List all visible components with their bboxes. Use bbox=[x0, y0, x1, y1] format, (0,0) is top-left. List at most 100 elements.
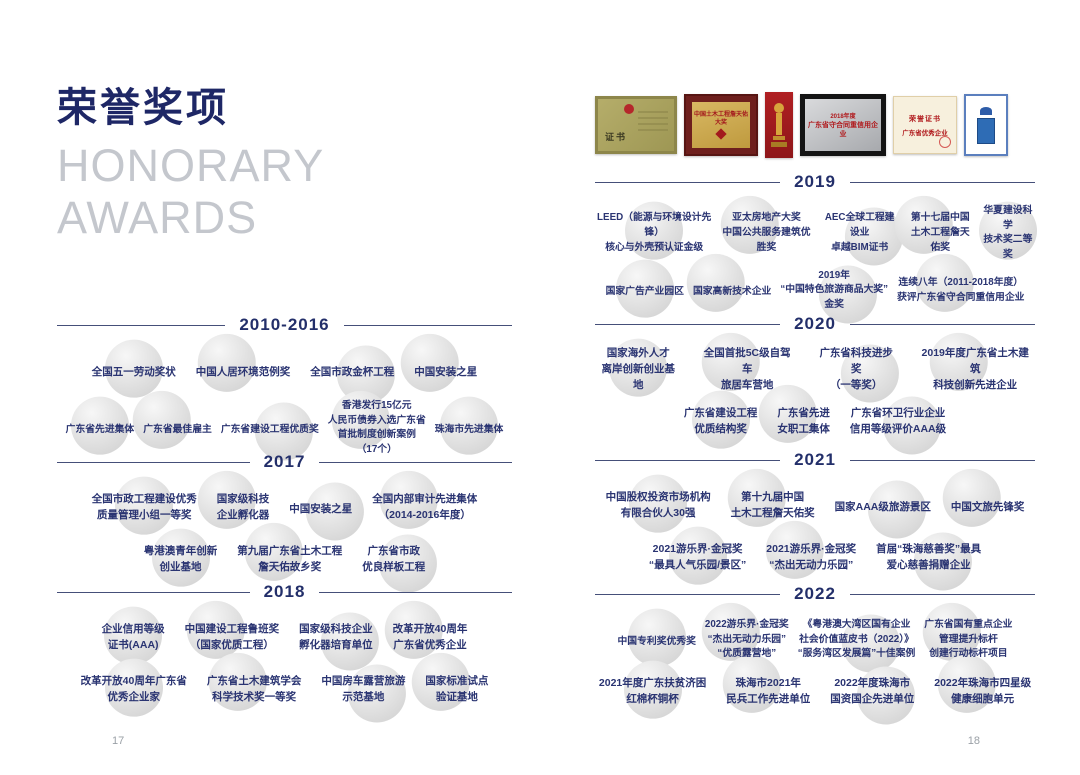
header-rule-right bbox=[849, 181, 1036, 183]
award-label: 广东省市政 优良样板工程 bbox=[362, 545, 426, 573]
section-year-header: 2021 bbox=[595, 450, 1036, 470]
section-2021: 2021 中国股权投资市场机构 有限合伙人30强 第十九届中国 土木工程詹天佑奖… bbox=[595, 450, 1036, 591]
header-rule-right bbox=[319, 591, 513, 593]
award-item: 中国安装之星 bbox=[400, 333, 479, 392]
header-rule-left bbox=[57, 324, 226, 326]
award-item: 广东省先进 女职工集体 bbox=[758, 384, 832, 443]
award-label: 改革开放40周年 广东省优秀企业 bbox=[392, 623, 468, 651]
sphere-decoration bbox=[104, 658, 163, 717]
sphere-decoration bbox=[727, 468, 786, 527]
award-label: 香港发行15亿元 人民币债券入选广东省 首批制度创新案例 （17个） bbox=[327, 400, 426, 456]
award-item: 广东省建设工程优质奖 bbox=[219, 402, 321, 461]
award-item: 中国安装之星 bbox=[287, 482, 364, 541]
award-item: 国家广告产业园区 bbox=[604, 259, 686, 318]
certificate-subcaption: 2018年度 bbox=[830, 114, 856, 121]
certificate-photo-strip: 证书 中国土木工程詹天佑大奖 2018年度 广东省守合同重信用企业 荣誉证书 bbox=[595, 92, 1035, 158]
certificate-photo-trophy bbox=[765, 92, 793, 158]
award-item: 首届“珠海慈善奖”最具 爱心慈善捐赠企业 bbox=[874, 532, 983, 591]
sphere-decoration bbox=[440, 397, 499, 456]
award-row: 广东省先进集体 广东省最佳雇主 广东省建设工程优质奖 香港发行15亿元 人民币债… bbox=[57, 391, 512, 461]
plaque-face: 2018年度 广东省守合同重信用企业 bbox=[805, 99, 881, 151]
award-item: 2021年度广东扶贫济困 红棉杯铜杯 bbox=[597, 660, 708, 719]
award-label: 广东省先进 女职工集体 bbox=[777, 407, 830, 435]
award-item: 第十九届中国 土木工程詹天佑奖 bbox=[727, 468, 817, 527]
award-item: 国家标准试点 验证基地 bbox=[411, 652, 490, 711]
sphere-decoration bbox=[625, 202, 684, 261]
sphere-decoration bbox=[819, 265, 878, 324]
award-item: 中国建设工程鲁班奖 （国家优质工程） bbox=[183, 600, 282, 659]
seal-icon bbox=[939, 136, 951, 148]
award-label: 连续八年（2011-2018年度） 获评广东省守合同重信用企业 bbox=[897, 277, 1025, 303]
certificate-caption: 荣誉证书 bbox=[909, 115, 941, 123]
award-item: 第十七届中国 土木工程詹天佑奖 bbox=[895, 196, 976, 257]
award-label: 广东省建设工程 优质结构奖 bbox=[683, 407, 758, 435]
award-label: 改革开放40周年广东省 优秀企业家 bbox=[80, 675, 187, 703]
section-2010-2016: 2010-2016 全国五一劳动奖状 中国人居环境范例奖 全国市政金杯工程 中国… bbox=[57, 315, 512, 461]
award-label: 中国股权投资市场机构 有限合伙人30强 bbox=[605, 491, 711, 519]
page-title-en-line2: AWARDS bbox=[57, 191, 258, 243]
award-item: 国家海外人才 离岸创新创业基地 bbox=[595, 338, 681, 397]
award-label: 国家级科技 企业孵化器 bbox=[216, 493, 270, 521]
award-item: 广东省市政 优良样板工程 bbox=[360, 534, 437, 593]
sphere-decoration bbox=[411, 652, 470, 711]
page-title-zh: 荣誉奖项 bbox=[57, 86, 229, 130]
section-2017: 2017 全国市政工程建设优秀 质量管理小组一等奖 国家级科技 企业孵化器 中国… bbox=[57, 452, 513, 593]
award-item: 广东省土木建筑学会 科学技术奖一等奖 bbox=[205, 652, 304, 711]
sphere-decoration bbox=[384, 600, 443, 659]
section-year-header: 2017 bbox=[57, 452, 513, 472]
award-item: 亚太房地产大奖 中国公共服务建筑优胜奖 bbox=[718, 196, 814, 257]
certificate-subcaption: 广东省优秀企业 bbox=[902, 129, 948, 137]
sphere-decoration bbox=[208, 652, 267, 711]
award-item: 中国人居环境范例奖 bbox=[194, 333, 293, 392]
award-label: LEED（能源与环境设计先锋） 核心与外壳预认证金级 bbox=[597, 212, 712, 253]
certificate-photo-olive: 证书 bbox=[595, 96, 677, 154]
award-item: 珠海市2021年 民兵工作先进单位 bbox=[723, 654, 812, 713]
award-item: LEED（能源与环境设计先锋） 核心与外壳预认证金级 bbox=[595, 202, 713, 261]
sphere-decoration bbox=[895, 196, 954, 255]
award-item: 国家级科技企业 孵化器培育单位 bbox=[297, 612, 379, 671]
sphere-decoration bbox=[70, 397, 129, 456]
award-label: 国家级科技企业 孵化器培育单位 bbox=[299, 623, 373, 651]
sphere-decoration bbox=[331, 391, 390, 450]
header-rule-right bbox=[849, 459, 1036, 461]
sphere-decoration bbox=[942, 468, 1001, 527]
award-label: 粤港澳青年创新 创业基地 bbox=[143, 545, 218, 573]
page-number-right: 18 bbox=[967, 735, 980, 747]
award-label: 广东省环卫行业企业 信用等级评价AAA级 bbox=[849, 407, 947, 435]
award-label: 广东省国有重点企业 管理提升标杆 创建行动标杆项目 bbox=[924, 618, 1013, 660]
award-item: 全国市政金杯工程 bbox=[308, 345, 396, 404]
sphere-decoration bbox=[721, 196, 780, 255]
award-label: 中国建设工程鲁班奖 （国家优质工程） bbox=[184, 623, 280, 651]
section-year-label: 2020 bbox=[794, 314, 836, 333]
section-2019: 2019 LEED（能源与环境设计先锋） 核心与外壳预认证金级 亚太房地产大奖 … bbox=[595, 172, 1037, 324]
header-rule-left bbox=[595, 459, 781, 461]
sphere-decoration bbox=[691, 390, 750, 449]
award-item: AEC全球工程建设业 卓越BIM证书 bbox=[820, 207, 903, 266]
award-label: 广东省最佳雇主 bbox=[143, 424, 212, 436]
award-item: 2019年 “中国特色旅游商品大奖” 金奖 bbox=[778, 265, 890, 324]
page-title-en-line1: HONORARY bbox=[57, 140, 325, 191]
award-label: 全国首批5C级自驾车 旅居车营地 bbox=[703, 347, 791, 391]
right-page: 证书 中国土木工程詹天佑大奖 2018年度 广东省守合同重信用企业 荣誉证书 bbox=[595, 0, 1037, 775]
award-row: LEED（能源与环境设计先锋） 核心与外壳预认证金级 亚太房地产大奖 中国公共服… bbox=[595, 196, 1037, 266]
certificate-photo-honor: 荣誉证书 广东省优秀企业 bbox=[893, 96, 957, 154]
header-rule-right bbox=[343, 324, 512, 326]
award-item: 全国内部审计先进集体 （2014-2016年度） bbox=[370, 470, 479, 529]
award-item: 广东省科技进步奖 （一等奖） bbox=[813, 344, 900, 403]
award-label: 广东省建设工程优质奖 bbox=[220, 424, 319, 436]
sphere-decoration bbox=[915, 253, 974, 312]
sphere-decoration bbox=[609, 338, 668, 397]
award-row: 中国股权投资市场机构 有限合伙人30强 第十九届中国 土木工程詹天佑奖 国家AA… bbox=[595, 468, 1035, 539]
left-page: 荣誉奖项 HONORARY AWARDS 2010-2016 全国五一劳动奖状 … bbox=[57, 0, 513, 775]
certificate-caption: 证书 bbox=[605, 132, 628, 142]
section-year-header: 2022 bbox=[595, 584, 1036, 604]
award-item: 国家AAA级旅游景区 bbox=[833, 480, 933, 539]
book-image bbox=[977, 117, 995, 144]
section-2020: 2020 国家海外人才 离岸创新创业基地 全国首批5C级自驾车 旅居车营地 广东… bbox=[595, 314, 1036, 455]
plaque-face: 中国土木工程詹天佑大奖 bbox=[692, 102, 750, 148]
seal-icon bbox=[715, 128, 727, 140]
sphere-decoration bbox=[197, 333, 256, 392]
certificate-caption: 中国土木工程詹天佑大奖 bbox=[694, 111, 749, 126]
award-label: 2022年度珠海市 国资国企先进单位 bbox=[830, 677, 915, 705]
certificate-text-lines bbox=[638, 111, 668, 133]
